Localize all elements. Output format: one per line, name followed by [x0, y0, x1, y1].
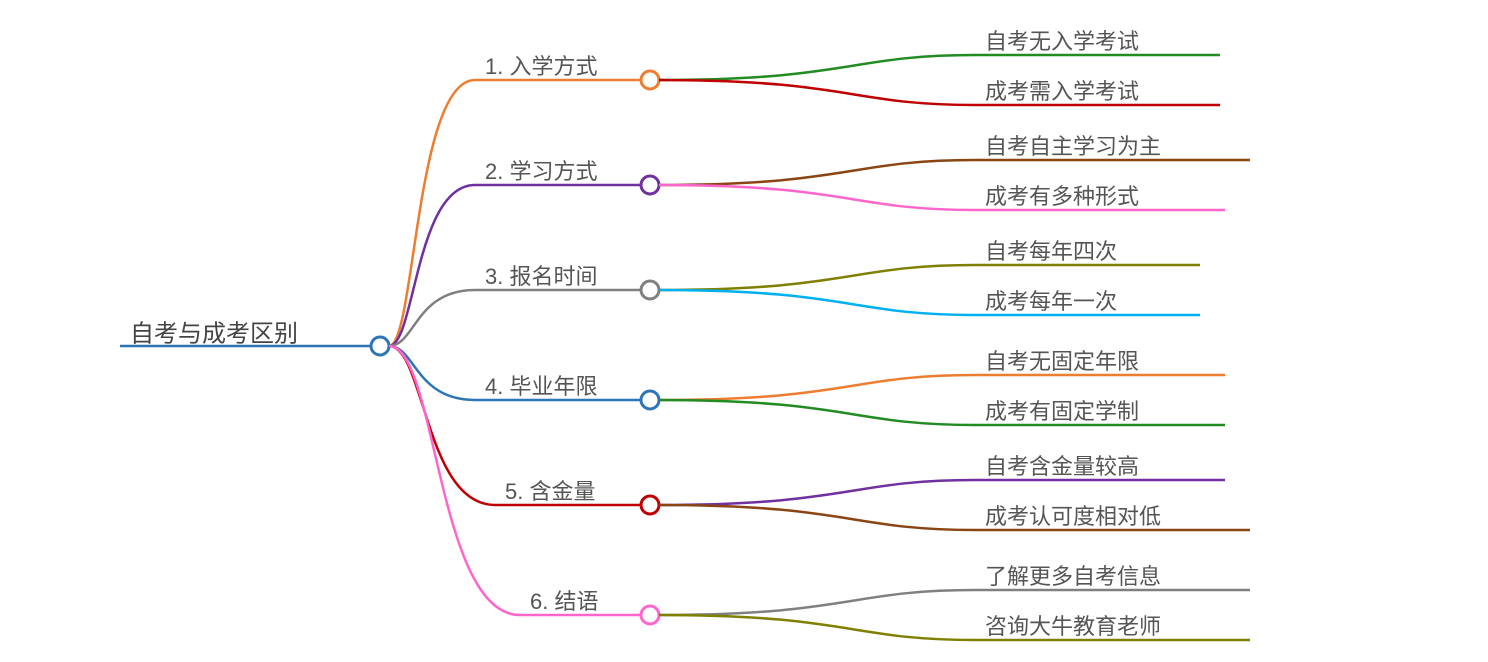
branch-label-5: 6. 结语 [530, 584, 598, 616]
branch-label-2: 3. 报名时间 [485, 259, 597, 291]
branch-label-3: 4. 毕业年限 [485, 369, 597, 401]
branch-label-4: 5. 含金量 [505, 474, 595, 506]
root-label: 自考与成考区别 [130, 314, 298, 349]
leaf-label-5-0: 了解更多自考信息 [985, 559, 1161, 591]
leaf-label-1-1: 成考有多种形式 [985, 179, 1139, 211]
branch-label-1: 2. 学习方式 [485, 154, 597, 186]
leaf-label-4-1: 成考认可度相对低 [985, 499, 1161, 531]
leaf-label-5-1: 咨询大牛教育老师 [985, 609, 1161, 641]
leaf-label-4-0: 自考含金量较高 [985, 449, 1139, 481]
leaf-label-2-0: 自考每年四次 [985, 234, 1117, 266]
leaf-label-3-1: 成考有固定学制 [985, 394, 1139, 426]
leaf-label-0-1: 成考需入学考试 [985, 74, 1139, 106]
leaf-label-3-0: 自考无固定年限 [985, 344, 1139, 376]
leaf-label-0-0: 自考无入学考试 [985, 24, 1139, 56]
leaf-label-2-1: 成考每年一次 [985, 284, 1117, 316]
branch-label-0: 1. 入学方式 [485, 49, 597, 81]
leaf-label-1-0: 自考自主学习为主 [985, 129, 1161, 161]
